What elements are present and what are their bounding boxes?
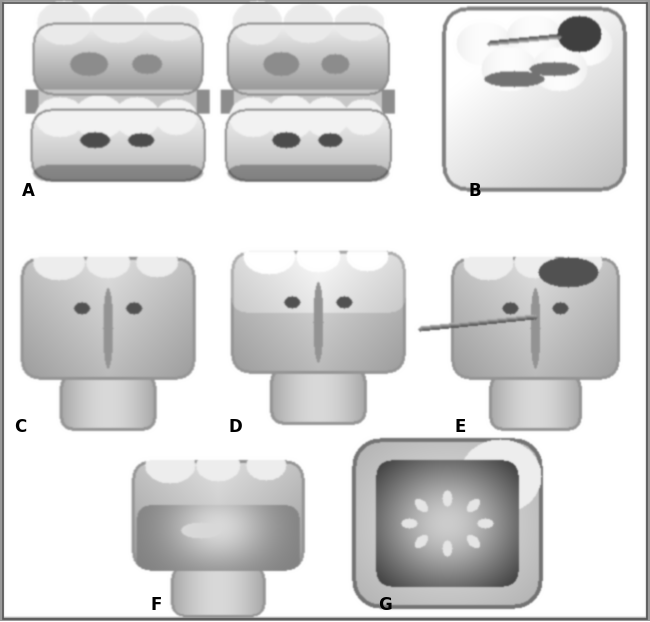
Text: A: A [22,182,35,200]
Text: B: B [468,182,480,200]
Text: D: D [228,418,242,436]
Text: F: F [150,596,161,614]
Text: C: C [14,418,26,436]
Text: G: G [378,596,392,614]
Text: E: E [454,418,465,436]
